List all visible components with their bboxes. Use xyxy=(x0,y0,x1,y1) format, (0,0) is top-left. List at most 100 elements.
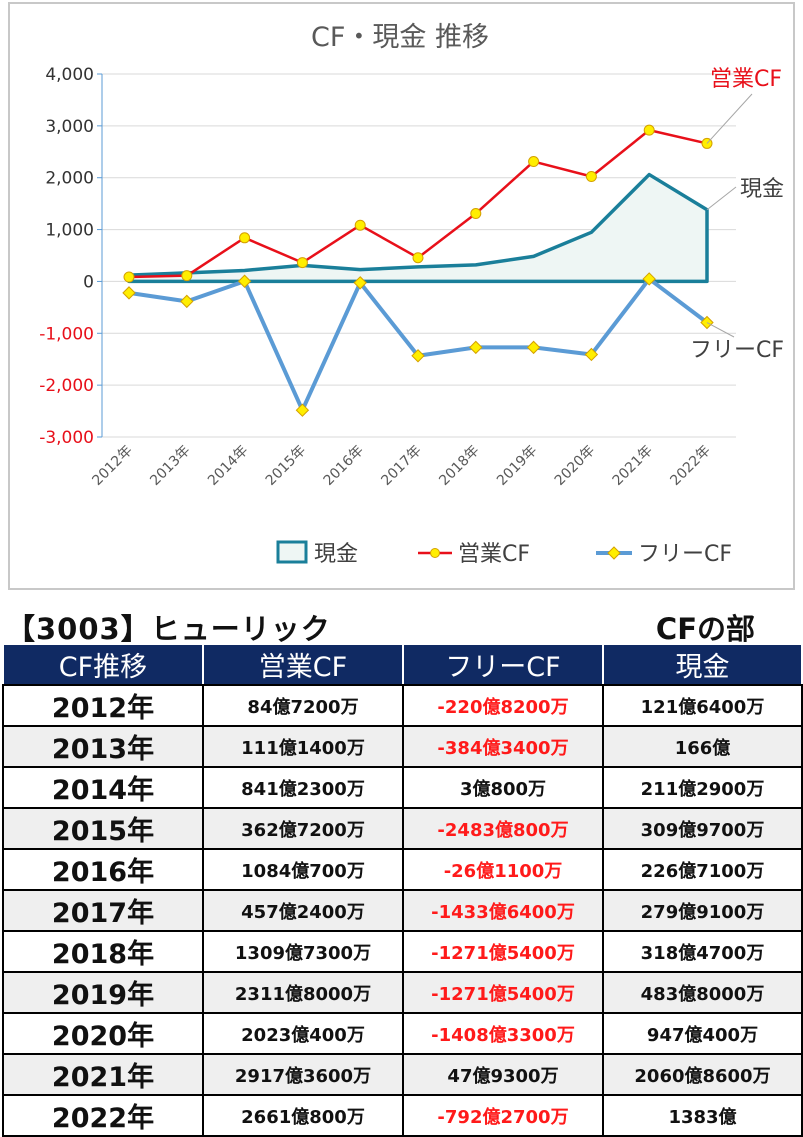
cell-cash: 121億6400万 xyxy=(602,684,803,727)
point-free-cf xyxy=(180,294,194,309)
legend-swatch-cash xyxy=(276,540,308,564)
header-cf-trend: CF推移 xyxy=(2,643,204,686)
x-tick-label: 2012年 xyxy=(89,443,135,489)
cf-table: CF推移 営業CF フリーCF 現金 2012年 84億7200万 -220億820… xyxy=(2,643,803,1137)
cell-year: 2018年 xyxy=(2,930,204,973)
x-tick-label: 2014年 xyxy=(205,443,251,489)
cell-free-cf: -792億2700万 xyxy=(402,1094,604,1137)
point-operating-cf xyxy=(181,270,193,282)
point-free-cf xyxy=(584,347,599,362)
cell-free-cf: -384億3400万 xyxy=(402,725,604,768)
cell-year: 2019年 xyxy=(2,971,204,1014)
y-tick-label: -1,000 xyxy=(39,324,94,344)
cell-free-cf: -220億8200万 xyxy=(402,684,604,727)
y-tick-label: 4,000 xyxy=(45,65,94,85)
cell-year: 2016年 xyxy=(2,848,204,891)
cell-cash: 947億400万 xyxy=(602,1012,803,1055)
cell-free-cf: -1408億3300万 xyxy=(402,1012,604,1055)
cell-year: 2020年 xyxy=(2,1012,204,1055)
callout-leader xyxy=(706,186,737,211)
chart-frame: CF・現金 推移 4,000 3,000 2,000 1,000 0 -1,000 -2,00… xyxy=(8,2,795,590)
x-tick-label: 2013年 xyxy=(147,443,193,489)
point-free-cf xyxy=(237,274,252,288)
header-free-cf: フリーCF xyxy=(402,643,604,686)
cell-operating-cf: 362億7200万 xyxy=(202,807,404,850)
cell-cash: 309億9700万 xyxy=(602,807,803,850)
table-row: 2012年 84億7200万 -220億8200万 121億6400万 xyxy=(2,684,803,727)
annotation-cash: 現金 xyxy=(740,177,784,202)
cell-operating-cf: 84億7200万 xyxy=(202,684,404,727)
table-row: 2021年 2917億3600万 47億9300万 2060億8600万 xyxy=(2,1053,803,1096)
x-tick-label: 2018年 xyxy=(436,443,482,489)
cell-cash: 226億7100万 xyxy=(602,848,803,891)
cell-cash: 2060億8600万 xyxy=(602,1053,803,1096)
cell-operating-cf: 2661億800万 xyxy=(202,1094,404,1137)
y-tick-label: 2,000 xyxy=(45,169,94,189)
cell-operating-cf: 1309億7300万 xyxy=(202,930,404,973)
cell-free-cf: -1271億5400万 xyxy=(402,930,604,973)
cell-cash: 483億8000万 xyxy=(602,971,803,1014)
cell-operating-cf: 111億1400万 xyxy=(202,725,404,768)
x-tick-label: 2020年 xyxy=(552,443,598,489)
cell-cash: 279億9100万 xyxy=(602,889,803,932)
cell-operating-cf: 2023億400万 xyxy=(202,1012,404,1055)
y-tick-label: 1,000 xyxy=(45,221,94,241)
table-row: 2016年 1084億700万 -26億1100万 226億7100万 xyxy=(2,848,803,891)
point-free-cf xyxy=(411,349,425,363)
legend-label-cash: 現金 xyxy=(314,542,358,567)
annotation-free-cf: フリーCF xyxy=(690,338,784,363)
y-tick-label: 0 xyxy=(83,272,94,292)
cell-year: 2017年 xyxy=(2,889,204,932)
cell-operating-cf: 841億2300万 xyxy=(202,766,404,809)
cell-free-cf: -2483億800万 xyxy=(402,807,604,850)
cell-operating-cf: 1084億700万 xyxy=(202,848,404,891)
cell-cash: 1383億 xyxy=(602,1094,803,1137)
cell-operating-cf: 2917億3600万 xyxy=(202,1053,404,1096)
y-tick-label: 3,000 xyxy=(45,117,94,137)
annotation-operating-cf: 営業CF xyxy=(710,67,782,92)
header-cash: 現金 xyxy=(602,643,803,686)
cf-cash-chart: CF・現金 推移 4,000 3,000 2,000 1,000 0 -1,000 -2,00… xyxy=(39,22,784,567)
cell-operating-cf: 457億2400万 xyxy=(202,889,404,932)
point-free-cf xyxy=(526,340,541,355)
cell-cash: 166億 xyxy=(602,725,803,768)
cell-free-cf: 3億800万 xyxy=(402,766,604,809)
table-row: 2015年 362億7200万 -2483億800万 309億9700万 xyxy=(2,807,803,850)
table-row: 2020年 2023億400万 -1408億3300万 947億400万 xyxy=(2,1012,803,1055)
point-free-cf xyxy=(469,340,483,355)
header-operating-cf: 営業CF xyxy=(202,643,404,686)
point-operating-cf xyxy=(470,208,482,220)
cell-free-cf: -1433億6400万 xyxy=(402,889,604,932)
cell-operating-cf: 2311億8000万 xyxy=(202,971,404,1014)
y-tick-label: -2,000 xyxy=(39,376,94,396)
x-tick-label: 2015年 xyxy=(263,443,309,489)
table-body: 2012年 84億7200万 -220億8200万 121億6400万 2013年 111… xyxy=(2,684,803,1137)
callout-leader xyxy=(706,322,735,338)
cell-year: 2014年 xyxy=(2,766,204,809)
company-title: 【3003】ヒューリック xyxy=(6,612,331,646)
point-operating-cf xyxy=(528,156,540,168)
cell-year: 2013年 xyxy=(2,725,204,768)
point-operating-cf xyxy=(239,232,251,244)
cell-free-cf: 47億9300万 xyxy=(402,1053,604,1096)
point-operating-cf xyxy=(354,219,366,231)
table-row: 2018年 1309億7300万 -1271億5400万 318億4700万 xyxy=(2,930,803,973)
x-tick-label: 2021年 xyxy=(610,443,656,489)
table-row: 2013年 111億1400万 -384億3400万 166億 xyxy=(2,725,803,768)
cell-cash: 318億4700万 xyxy=(602,930,803,973)
point-free-cf xyxy=(122,286,136,300)
series-area-cash xyxy=(127,172,709,284)
cell-cash: 211億2900万 xyxy=(602,766,803,809)
table-row: 2014年 841億2300万 3億800万 211億2900万 xyxy=(2,766,803,809)
section-title: CFの部 xyxy=(655,612,755,646)
legend-marker-free-cf xyxy=(607,546,621,560)
cell-year: 2021年 xyxy=(2,1053,204,1096)
cell-year: 2015年 xyxy=(2,807,204,850)
x-tick-label: 2019年 xyxy=(494,443,540,489)
x-tick-label: 2022年 xyxy=(667,443,713,489)
callout-leader xyxy=(706,93,753,144)
point-operating-cf xyxy=(412,252,424,264)
series-line-free-cf xyxy=(128,276,709,413)
chart-title: CF・現金 推移 xyxy=(311,22,489,53)
table-header-row: CF推移 営業CF フリーCF 現金 xyxy=(2,643,803,686)
